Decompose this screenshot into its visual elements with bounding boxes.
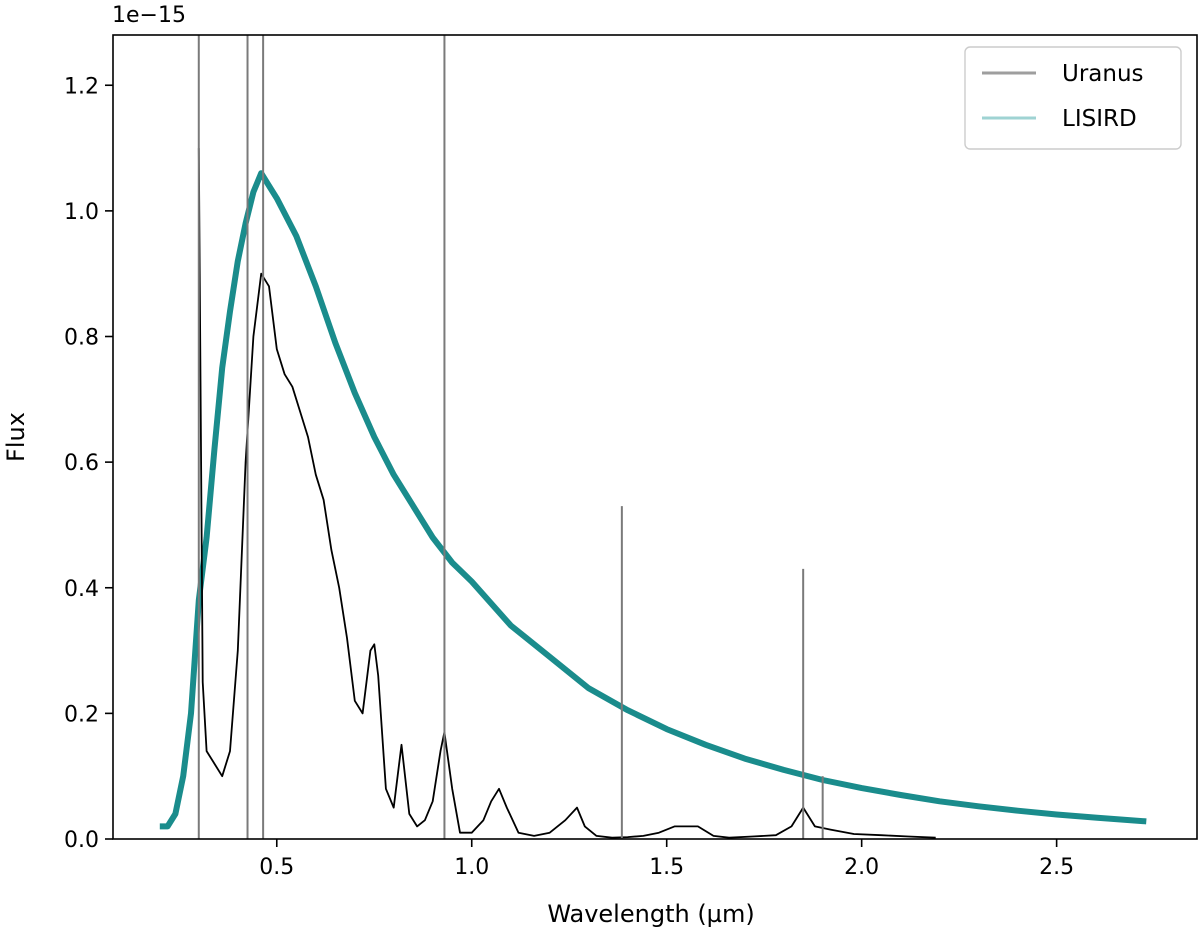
plot-frame — [112, 34, 1198, 840]
legend-label-lisird: LISIRD — [1062, 106, 1137, 132]
y-tick-label: 1.0 — [64, 200, 99, 225]
legend: Uranus LISIRD — [964, 46, 1182, 150]
x-tick-label: 2.5 — [1039, 855, 1074, 880]
y-axis-label: Flux — [2, 412, 30, 462]
x-axis-label: Wavelength (µm) — [547, 900, 754, 928]
legend-label-uranus: Uranus — [1062, 61, 1144, 87]
y-tick-label: 1.2 — [64, 74, 99, 99]
x-axis-ticks: 0.5 1.0 1.5 2.0 2.5 — [259, 839, 1074, 880]
y-tick-label: 0.0 — [64, 828, 99, 853]
x-tick-label: 1.0 — [454, 855, 489, 880]
y-axis-ticks: 0.0 0.2 0.4 0.6 0.8 1.0 1.2 — [64, 74, 113, 853]
y-offset-text: 1e−15 — [112, 3, 186, 28]
series-line-uranus — [197, 148, 936, 839]
x-tick-label: 1.5 — [649, 855, 684, 880]
x-tick-label: 0.5 — [259, 855, 294, 880]
y-tick-label: 0.2 — [64, 702, 99, 727]
plot-data — [159, 35, 1147, 839]
x-tick-label: 2.0 — [844, 855, 879, 880]
y-tick-label: 0.8 — [64, 326, 99, 351]
y-tick-label: 0.6 — [64, 451, 99, 476]
series-line-lisird — [159, 170, 1147, 830]
y-tick-label: 0.4 — [64, 577, 99, 602]
